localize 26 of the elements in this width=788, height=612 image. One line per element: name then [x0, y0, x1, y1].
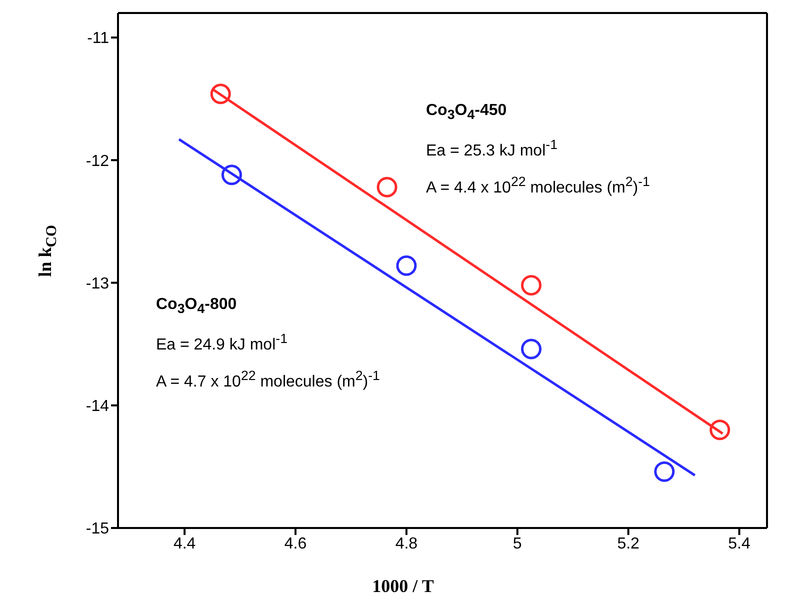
- x-tick-label: 4.8: [395, 535, 418, 552]
- y-tick-label: -15: [86, 520, 110, 538]
- annotation: A = 4.4 x 10$^{22}$ molecules (m$^{2}$)$^{-1}$: [426, 172, 650, 198]
- annotation: Ea = 24.9 kJ mol$^{-1}$: [156, 330, 288, 356]
- point: [210, 84, 231, 104]
- x-tick-label: 4.6: [284, 535, 307, 552]
- point: [710, 420, 730, 440]
- y-tick-label: -11: [87, 30, 110, 48]
- x-tick-label: 5: [512, 535, 522, 552]
- y-tick-label: -12: [86, 152, 110, 170]
- point: [521, 274, 542, 296]
- x-tick-label: 5.4: [728, 535, 750, 552]
- x-tick-label: 5.2: [617, 535, 640, 552]
- y-tick-label: -14: [86, 398, 110, 416]
- point: [654, 461, 675, 482]
- point: [376, 176, 398, 198]
- y-tick-label: -13: [86, 275, 110, 292]
- annotation: Co$_{3}$O$_{4}$-450: [426, 101, 508, 124]
- point: [221, 164, 242, 186]
- annotation: Co$_{3}$O$_{4}$-800: [156, 295, 238, 318]
- x-tick-label: 4.4: [173, 535, 196, 552]
- annotation: Ea = 25.3 kJ mol$^{-1}$: [426, 136, 558, 162]
- point: [521, 338, 542, 360]
- x-axis-title: 1000 / T: [371, 576, 435, 597]
- point: [396, 255, 417, 276]
- annotation: A = 4.7 x 10$^{22}$ molecules (m$^{2}$)$^{-1}$: [156, 366, 380, 392]
